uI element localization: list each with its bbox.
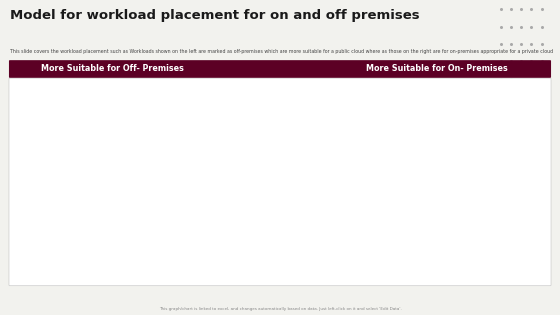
Bar [60, 238, 87, 243]
Bar [438, 203, 466, 211]
Bar [401, 191, 428, 204]
Text: and those in the middle are for a hybrid cloud.: and those in the middle are for a hybrid… [10, 61, 121, 66]
Text: More Suitable for On- Premises: More Suitable for On- Premises [366, 65, 508, 73]
Bar [438, 168, 466, 182]
Bar [287, 217, 315, 260]
Y-axis label: Attribute score: Attribute score [45, 176, 50, 223]
Bar [60, 227, 87, 232]
Bar [401, 156, 428, 177]
Text: Model for workload placement for on and off premises: Model for workload placement for on and … [10, 9, 419, 22]
Bar [363, 215, 390, 222]
Bar [401, 204, 428, 260]
Bar [287, 203, 315, 217]
Bar [250, 217, 277, 234]
Bar [98, 239, 125, 260]
Text: ·  These workloads are well- suited
for hybrid clouds: · These workloads are well- suited for h… [199, 83, 290, 94]
Bar [174, 225, 201, 234]
Bar [174, 217, 201, 225]
Bar [136, 196, 164, 208]
Text: −: − [16, 161, 24, 171]
Bar [287, 175, 315, 189]
Bar [515, 151, 542, 171]
Bar [174, 234, 201, 260]
Bar [325, 211, 352, 260]
Bar [438, 211, 466, 260]
Bar [212, 229, 239, 260]
Bar [98, 231, 125, 239]
Bar [477, 168, 504, 189]
Bar [287, 189, 315, 203]
Bar [212, 222, 239, 229]
Text: +: + [16, 85, 24, 95]
Bar [60, 243, 87, 260]
Bar [477, 151, 504, 168]
Bar [212, 215, 239, 222]
Bar [515, 171, 542, 189]
Bar [477, 189, 504, 199]
Bar [98, 217, 125, 231]
Bar [136, 215, 164, 222]
Bar [363, 192, 390, 203]
Bar [325, 201, 352, 211]
Bar [250, 185, 277, 203]
Bar [515, 189, 542, 199]
Bar [325, 189, 352, 201]
Bar [98, 211, 125, 217]
Bar [136, 208, 164, 215]
Text: This slide covers the workload placement such as Workloads shown on the left are: This slide covers the workload placement… [10, 49, 553, 54]
Bar [515, 199, 542, 260]
Bar [401, 177, 428, 191]
Bar [477, 199, 504, 260]
Bar [136, 222, 164, 260]
Bar [325, 178, 352, 189]
Bar [250, 234, 277, 260]
Text: ·  SaaS providing
workloads for these: · SaaS providing workloads for these [31, 83, 83, 94]
Text: This graph/chart is linked to excel, and changes automatically based on data. Ju: This graph/chart is linked to excel, and… [158, 307, 402, 311]
Bar [250, 203, 277, 217]
Bar [363, 203, 390, 215]
Text: More Suitable for Off- Premises: More Suitable for Off- Premises [40, 65, 184, 73]
Bar [60, 232, 87, 238]
Bar [174, 210, 201, 217]
Bar [212, 204, 239, 215]
Text: ·  For these workloads, data
location, performance, and
regulatory / security ar: · For these workloads, data location, pe… [375, 83, 467, 100]
Bar [363, 222, 390, 260]
Bar [438, 182, 466, 203]
